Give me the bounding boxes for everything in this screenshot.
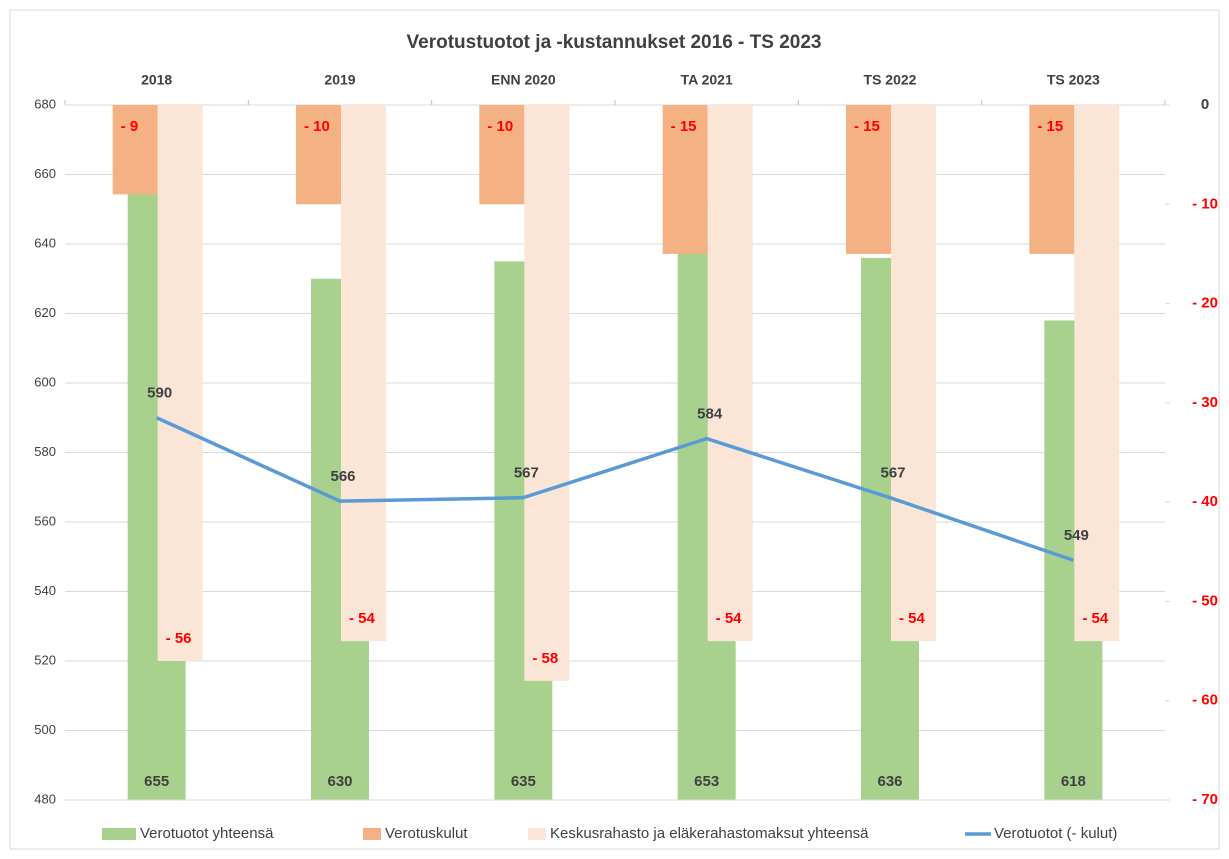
y-tick-label: 580 xyxy=(34,444,56,459)
bar xyxy=(1029,105,1075,254)
value-label: 549 xyxy=(1064,527,1089,544)
bar xyxy=(707,105,753,642)
value-label: 584 xyxy=(697,406,723,423)
y-tick-label: 620 xyxy=(34,305,56,320)
x-tick-label: TS 2023 xyxy=(1047,72,1100,88)
x-tick-label: TA 2021 xyxy=(681,72,733,88)
value-label: 635 xyxy=(511,773,536,790)
value-label: - 10 xyxy=(304,118,330,135)
y2-tick-label: - 30 xyxy=(1192,394,1218,411)
value-label: 655 xyxy=(144,773,169,790)
value-label: 618 xyxy=(1061,773,1086,790)
x-tick-label: TS 2022 xyxy=(864,72,917,88)
bar xyxy=(479,105,525,205)
value-label: - 54 xyxy=(716,610,743,627)
y2-tick-label: - 50 xyxy=(1192,592,1218,609)
bar xyxy=(846,105,891,254)
bar xyxy=(157,105,203,661)
value-label: 653 xyxy=(694,773,719,790)
x-tick-label: 2019 xyxy=(324,72,355,88)
value-label: - 58 xyxy=(532,650,558,667)
bar xyxy=(662,105,708,254)
y2-tick-label: - 40 xyxy=(1192,493,1218,510)
x-tick-label: ENN 2020 xyxy=(491,72,556,88)
value-label: - 10 xyxy=(487,118,513,135)
y-tick-label: 640 xyxy=(34,235,56,250)
value-label: - 56 xyxy=(166,630,192,647)
value-label: - 54 xyxy=(899,610,926,627)
y2-tick-label: 0 xyxy=(1201,96,1209,113)
y-tick-label: 500 xyxy=(34,722,56,737)
value-label: - 15 xyxy=(671,118,697,135)
legend-label: Verotuskulut xyxy=(385,825,468,842)
bar xyxy=(112,105,158,195)
y-tick-label: 660 xyxy=(34,166,56,181)
x-tick-label: 2018 xyxy=(141,72,172,88)
bar xyxy=(524,105,570,681)
y2-tick-label: - 60 xyxy=(1192,692,1218,709)
value-label: - 9 xyxy=(121,118,139,135)
legend-swatch xyxy=(528,828,546,840)
y2-tick-label: - 10 xyxy=(1192,195,1218,212)
y-tick-label: 560 xyxy=(34,513,56,528)
line xyxy=(155,416,1074,562)
y-tick-label: 600 xyxy=(34,374,56,389)
chart-title: Verotustuotot ja -kustannukset 2016 - TS… xyxy=(407,32,822,53)
value-label: 566 xyxy=(330,468,355,485)
y-tick-label: 540 xyxy=(34,583,56,598)
y-tick-label: 680 xyxy=(34,96,56,111)
legend-label: Keskusrahasto ja eläkerahastomaksut yhte… xyxy=(550,825,869,842)
legend-swatch xyxy=(363,828,381,840)
value-label: 636 xyxy=(877,773,902,790)
value-label: - 54 xyxy=(349,610,376,627)
value-label: - 54 xyxy=(1082,610,1109,627)
y-tick-label: 520 xyxy=(34,652,56,667)
legend-swatch xyxy=(102,828,136,840)
value-label: 567 xyxy=(514,465,539,482)
chart-frame xyxy=(9,9,1220,850)
value-label: 590 xyxy=(147,385,172,402)
y-tick-label: 480 xyxy=(34,791,56,806)
bar xyxy=(1074,105,1120,642)
y2-tick-label: - 20 xyxy=(1192,295,1218,312)
value-label: - 15 xyxy=(1037,118,1063,135)
value-label: 567 xyxy=(880,465,905,482)
legend-label: Verotuotot (- kulut) xyxy=(994,825,1117,842)
y2-tick-label: - 70 xyxy=(1192,791,1218,808)
legend-label: Verotuotot yhteensä xyxy=(140,825,274,842)
value-label: - 15 xyxy=(854,118,880,135)
bar xyxy=(891,105,936,642)
bar xyxy=(341,105,386,642)
bar xyxy=(296,105,341,205)
value-label: 630 xyxy=(327,773,352,790)
